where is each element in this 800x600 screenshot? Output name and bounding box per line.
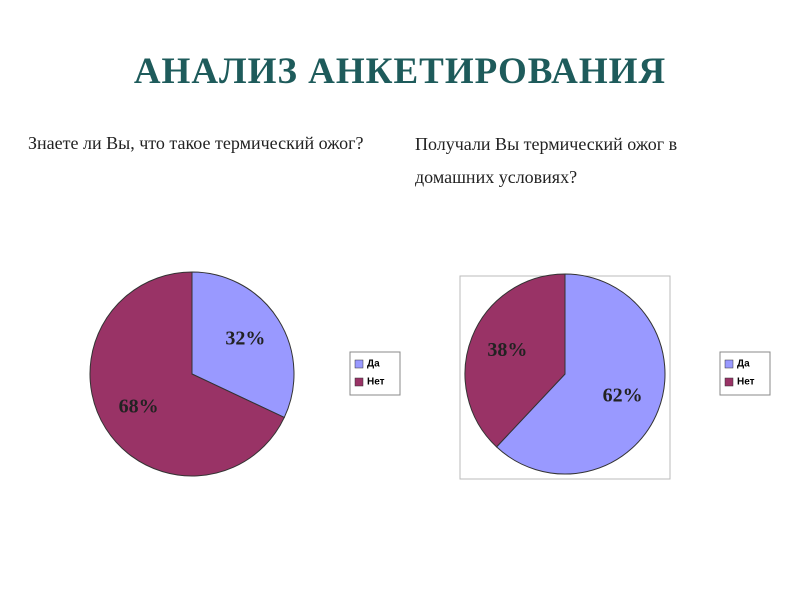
chart-title: Знаете ли Вы, что такое термический ожог… — [28, 133, 364, 153]
legend-swatch — [354, 377, 364, 387]
data-label: 38% — [487, 339, 527, 361]
data-label: 32% — [225, 328, 265, 350]
legend-swatch — [724, 359, 734, 369]
chart-title: Получали Вы термический ожог в домашних … — [415, 134, 678, 187]
pie-slice — [89, 271, 285, 477]
legend-swatch — [354, 359, 364, 369]
legend-label: Нет — [367, 377, 385, 388]
slide-title: АНАЛИЗ АНКЕТИРОВАНИЯ — [133, 51, 667, 92]
pie-slice — [191, 271, 295, 419]
legend-label: Да — [737, 359, 750, 370]
legend-label: Да — [367, 359, 380, 370]
legend-label: Нет — [737, 377, 755, 388]
data-label: 68% — [119, 395, 159, 417]
pie-slice — [495, 273, 666, 475]
legend-box — [719, 351, 771, 396]
legend-box — [349, 351, 401, 396]
legend-swatch — [724, 377, 734, 387]
pie-slice — [464, 273, 566, 448]
data-label: 62% — [603, 384, 643, 406]
